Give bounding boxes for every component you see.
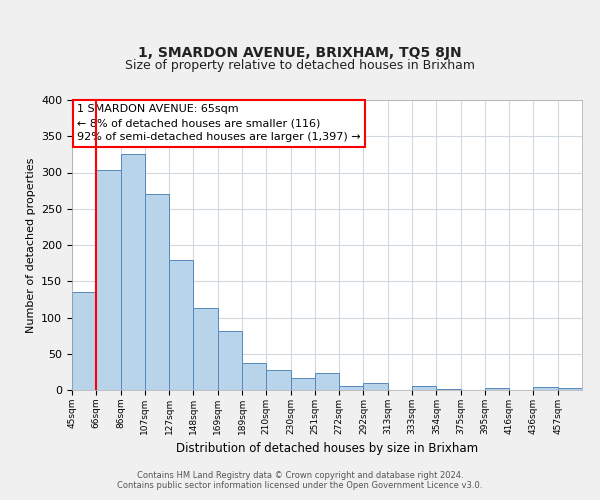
Bar xyxy=(364,383,388,390)
Text: Size of property relative to detached houses in Brixham: Size of property relative to detached ho… xyxy=(125,60,475,72)
Bar xyxy=(290,378,315,390)
Text: Contains public sector information licensed under the Open Government Licence v3: Contains public sector information licen… xyxy=(118,482,482,490)
Bar xyxy=(72,292,96,390)
Bar xyxy=(485,388,509,390)
Text: 1 SMARDON AVENUE: 65sqm
← 8% of detached houses are smaller (116)
92% of semi-de: 1 SMARDON AVENUE: 65sqm ← 8% of detached… xyxy=(77,104,361,142)
Bar xyxy=(96,170,121,390)
Bar xyxy=(169,260,193,390)
Text: Contains HM Land Registry data © Crown copyright and database right 2024.: Contains HM Land Registry data © Crown c… xyxy=(137,472,463,480)
Bar xyxy=(412,386,436,390)
Text: 1, SMARDON AVENUE, BRIXHAM, TQ5 8JN: 1, SMARDON AVENUE, BRIXHAM, TQ5 8JN xyxy=(138,46,462,60)
Y-axis label: Number of detached properties: Number of detached properties xyxy=(26,158,35,332)
X-axis label: Distribution of detached houses by size in Brixham: Distribution of detached houses by size … xyxy=(176,442,478,456)
Bar xyxy=(339,386,364,390)
Bar xyxy=(533,387,558,390)
Bar xyxy=(558,388,582,390)
Bar xyxy=(242,363,266,390)
Bar xyxy=(145,194,169,390)
Bar xyxy=(218,330,242,390)
Bar xyxy=(315,372,339,390)
Bar xyxy=(121,154,145,390)
Bar xyxy=(193,308,218,390)
Bar xyxy=(266,370,290,390)
